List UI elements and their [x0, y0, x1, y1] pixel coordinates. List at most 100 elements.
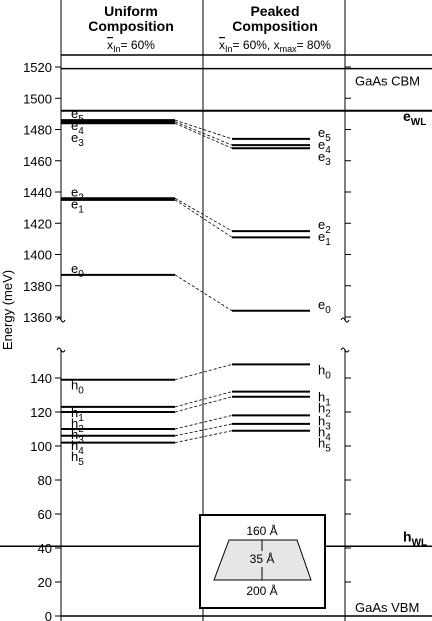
label-base: e — [318, 149, 325, 164]
electron-level-label-uniform: e3 — [71, 130, 84, 149]
uniform-title-line1: Uniform — [104, 3, 158, 19]
y-tick-label: 40 — [38, 541, 52, 556]
label-base: h — [318, 401, 325, 416]
label-sub: 2 — [78, 424, 84, 435]
label-base: e — [71, 184, 78, 199]
label-sub: 4 — [78, 126, 84, 137]
electron-level-label-uniform: e4 — [71, 118, 84, 137]
label-base: h — [71, 449, 78, 464]
hole-level-label-uniform: h5 — [71, 449, 84, 468]
label-sub: 4 — [325, 145, 331, 156]
energy-levels: e5e4e3e2e1e0e5e4e3e2e1e0h0h1h2h3h4h5h0h1… — [61, 106, 331, 468]
peaked-x-bar: x — [219, 38, 225, 52]
label-sub: 5 — [78, 114, 84, 125]
electron-level-label-uniform: e5 — [71, 106, 84, 125]
label-base: h — [318, 413, 325, 428]
label-base: h — [318, 390, 325, 405]
electron-level-label-peaked: e2 — [318, 217, 331, 236]
electron-connector — [174, 121, 233, 146]
inset-top-label: 160 Å — [246, 523, 277, 538]
electron-connector — [174, 199, 233, 238]
hole-level-label-peaked: h2 — [318, 401, 331, 420]
label-sub: 4 — [78, 446, 84, 457]
peaked-in-sub: In — [225, 44, 233, 54]
inset-bottom-label: 200 Å — [246, 583, 277, 598]
hwl-base: h — [403, 528, 412, 544]
inset-height-label: 35 Å — [250, 551, 275, 566]
hole-level-label-peaked: h3 — [318, 413, 331, 432]
label-base: h — [71, 427, 78, 442]
hole-level-label-peaked: h4 — [318, 424, 331, 443]
y-tick-label: 60 — [38, 507, 52, 522]
hole-level-label-uniform: h0 — [71, 378, 84, 397]
label-base: e — [318, 297, 325, 312]
axis-break-left-bottom — [56, 347, 66, 353]
label-base: e — [318, 229, 325, 244]
electron-connector — [174, 122, 233, 149]
y-tick-label: 1500 — [23, 91, 52, 106]
label-sub: 0 — [325, 370, 331, 381]
y-tick-label: 120 — [30, 405, 52, 420]
label-base: e — [71, 261, 78, 276]
label-sub: 5 — [78, 457, 84, 468]
uniform-title-line2: Composition — [88, 18, 174, 34]
hole-level-label-peaked: h5 — [318, 435, 331, 454]
y-tick-label: 1420 — [23, 216, 52, 231]
label-sub: 2 — [325, 225, 331, 236]
electron-level-label-peaked: e0 — [318, 297, 331, 316]
y-axis-label: Energy (meV) — [0, 270, 15, 350]
axis-ticks: 1520150014801460144014201400138013601401… — [23, 60, 351, 621]
hole-level-label-uniform: h1 — [71, 405, 84, 424]
label-sub: 1 — [325, 398, 331, 409]
label-base: h — [71, 416, 78, 431]
hole-level-label-peaked: h1 — [318, 390, 331, 409]
label-base: h — [71, 438, 78, 453]
label-sub: 2 — [325, 409, 331, 420]
electron-level-label-peaked: e4 — [318, 137, 331, 156]
y-tick-label: 1380 — [23, 279, 52, 294]
label-sub: 0 — [78, 269, 84, 280]
label-base: h — [71, 405, 78, 420]
ewl-base: e — [403, 108, 411, 124]
uniform-x-bar: x — [107, 38, 113, 52]
gaas-vbm-label: GaAs VBM — [355, 600, 419, 615]
label-sub: 4 — [325, 432, 331, 443]
band-edges — [0, 67, 432, 617]
axis-break — [56, 317, 350, 353]
hwl-sub: WL — [412, 537, 428, 548]
uniform-in-sub: In — [113, 44, 121, 54]
label-base: e — [71, 130, 78, 145]
frame — [60, 0, 432, 621]
label-sub: 1 — [78, 413, 84, 424]
peaked-sub-mid: = 60%, x — [233, 38, 280, 52]
label-base: e — [71, 118, 78, 133]
electron-level-label-uniform: e1 — [71, 196, 84, 215]
label-sub: 2 — [78, 192, 84, 203]
label-base: e — [71, 106, 78, 121]
label-sub: 3 — [325, 421, 331, 432]
label-sub: 1 — [325, 237, 331, 248]
label-base: h — [71, 378, 78, 393]
hole-level-label-uniform: h3 — [71, 427, 84, 446]
ewl-label: eWL — [403, 108, 426, 128]
y-tick-label: 1520 — [23, 60, 52, 75]
label-sub: 5 — [325, 133, 331, 144]
y-tick-label: 1360 — [23, 310, 52, 325]
electron-level-label-uniform: e0 — [71, 261, 84, 280]
axis-break-right-bottom — [340, 347, 350, 353]
dot-trapezoid — [213, 539, 312, 581]
electron-level-label-uniform: e2 — [71, 184, 84, 203]
label-sub: 3 — [325, 157, 331, 168]
hole-level-label-uniform: h4 — [71, 438, 84, 457]
right-labels: GaAs CBM GaAs VBM eWL hWL — [355, 74, 427, 615]
label-sub: 5 — [325, 443, 331, 454]
hole-level-label-peaked: h0 — [318, 362, 331, 381]
y-tick-label: 20 — [38, 575, 52, 590]
axis-break-left-top — [56, 317, 66, 323]
electron-level-label-peaked: e3 — [318, 149, 331, 168]
hwl-label: hWL — [403, 528, 427, 548]
peaked-title-line2: Composition — [232, 18, 318, 34]
peaked-sub-end: = 80% — [297, 38, 332, 52]
gaas-cbm-label: GaAs CBM — [355, 74, 420, 89]
